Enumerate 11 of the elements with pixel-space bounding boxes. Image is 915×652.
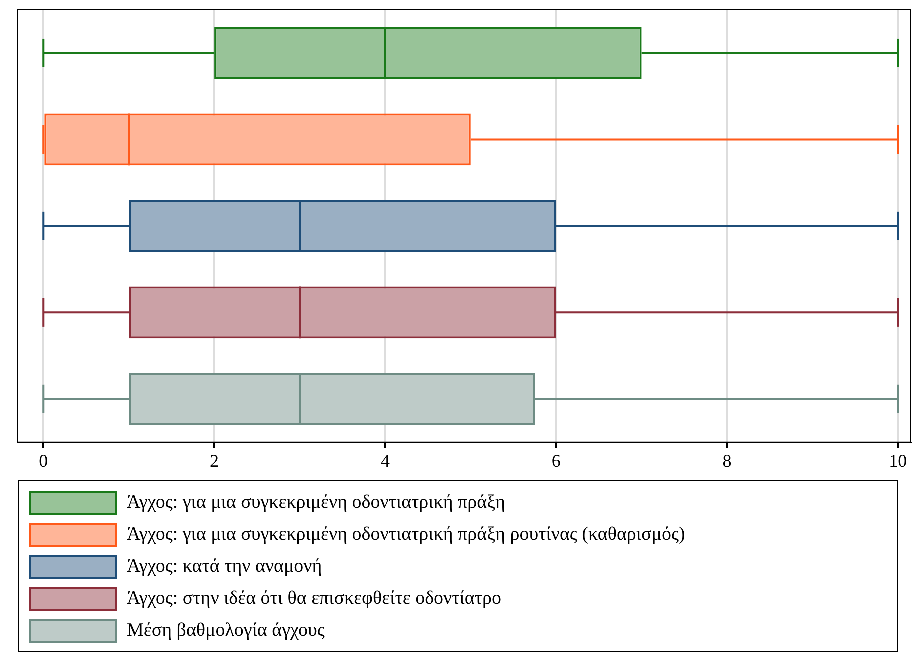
x-tick-label: 4	[380, 450, 390, 471]
legend-label: Άγχος: κατά την αναμονή	[127, 556, 322, 578]
x-tick-label: 8	[722, 450, 732, 471]
x-tick-label: 6	[552, 450, 561, 471]
legend-label: Άγχος: για μια συγκεκριμένη οδοντιατρική πράξη	[127, 492, 506, 514]
legend-label: Άγχος: για μια συγκεκριμένη οδοντιατρική πράξη ρουτίνας (καθαρισμός)	[127, 524, 686, 546]
x-tick-label: 2	[210, 450, 220, 471]
x-tick-label: 10	[889, 450, 908, 471]
legend-label: Μέση βαθμολογία άγχους	[127, 620, 325, 642]
legend-label: Άγχος: στην ιδέα ότι θα επισκεφθείτε οδοντίατρο	[127, 588, 502, 610]
x-tick-label: 0	[39, 450, 48, 471]
